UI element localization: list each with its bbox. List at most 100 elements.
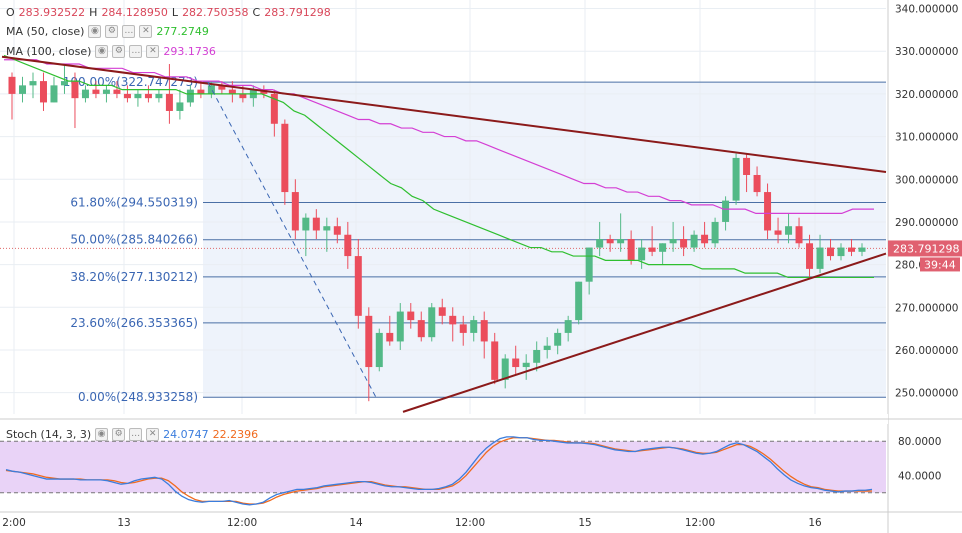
candle-body bbox=[837, 247, 845, 257]
candle-body bbox=[291, 192, 299, 231]
candle-body bbox=[428, 307, 436, 338]
more-icon[interactable]: … bbox=[122, 25, 136, 38]
ma50-value: 277.2749 bbox=[156, 25, 209, 38]
candle-body bbox=[491, 341, 499, 380]
candle-body bbox=[134, 93, 142, 99]
settings-icon[interactable]: ⚙ bbox=[112, 45, 126, 58]
price-axis-tick: 250.000000 bbox=[895, 388, 958, 400]
candle-body bbox=[60, 81, 68, 86]
fib-anchor-line bbox=[207, 82, 377, 398]
ma100-line bbox=[4, 59, 874, 215]
ma50-line bbox=[3, 54, 874, 279]
candle-body bbox=[39, 81, 47, 103]
candle-body bbox=[386, 332, 394, 342]
price-axis-tick: 270.000000 bbox=[895, 302, 958, 314]
more-icon[interactable]: … bbox=[129, 45, 143, 58]
ohlc-open-label: O bbox=[6, 6, 15, 19]
candle-body bbox=[438, 307, 446, 316]
time-axis-tick: 12:00 bbox=[455, 517, 485, 529]
candle-body bbox=[722, 200, 730, 222]
price-axis-tick: 310.000000 bbox=[895, 132, 958, 144]
candle-body bbox=[365, 315, 373, 368]
close-icon[interactable]: ✕ bbox=[146, 45, 160, 58]
price-axis-tick: 340.000000 bbox=[895, 4, 958, 16]
candle-body bbox=[554, 332, 562, 346]
candle-body bbox=[354, 256, 362, 316]
candle-body bbox=[669, 239, 677, 244]
time-axis-tick: 14 bbox=[349, 517, 363, 529]
close-icon[interactable]: ✕ bbox=[139, 25, 153, 38]
candle-body bbox=[165, 93, 173, 111]
fib-level-label: 50.00%(285.840266) bbox=[70, 233, 198, 247]
settings-icon[interactable]: ⚙ bbox=[105, 25, 119, 38]
candle-body bbox=[606, 239, 614, 244]
descending-trendline bbox=[1, 55, 887, 173]
stoch-band bbox=[0, 441, 886, 493]
ohlc-low-value: 282.750358 bbox=[182, 6, 249, 19]
stoch-d-value: 22.2396 bbox=[212, 428, 259, 441]
candle-body bbox=[795, 226, 803, 244]
candle-body bbox=[197, 89, 205, 94]
candle-body bbox=[701, 234, 709, 244]
price-axis-tick: 320.000000 bbox=[895, 89, 958, 101]
candle-body bbox=[102, 89, 110, 94]
fib-level-label: 23.60%(266.353365) bbox=[70, 316, 198, 330]
ohlc-low-label: L bbox=[171, 6, 179, 19]
candle-body bbox=[470, 320, 478, 333]
candle-body bbox=[543, 345, 551, 350]
candle-body bbox=[176, 102, 184, 111]
candle-body bbox=[575, 281, 583, 321]
candle-body bbox=[774, 230, 782, 235]
fib-level-label: 61.80%(294.550319) bbox=[70, 196, 198, 210]
candle-body bbox=[785, 226, 793, 235]
candle-body bbox=[690, 234, 698, 248]
ohlc-high-label: H bbox=[89, 6, 98, 19]
more-icon[interactable]: … bbox=[129, 428, 143, 441]
candle-body bbox=[123, 93, 131, 99]
candle-body bbox=[585, 247, 593, 282]
time-axis-tick: 15 bbox=[578, 517, 591, 529]
candle-body bbox=[743, 157, 751, 175]
candle-body bbox=[816, 247, 824, 269]
price-tag-bg bbox=[888, 240, 962, 257]
close-icon[interactable]: ✕ bbox=[146, 428, 160, 441]
ohlc-open-value: 283.932522 bbox=[18, 6, 86, 19]
candle-body bbox=[417, 320, 425, 338]
candle-body bbox=[218, 85, 226, 90]
candle-body bbox=[501, 358, 509, 380]
fib-level-label: 0.00%(248.933258) bbox=[78, 390, 198, 404]
stoch-axis-tick: 80.0000 bbox=[898, 436, 941, 448]
candle-body bbox=[302, 217, 310, 231]
candle-body bbox=[8, 76, 16, 94]
candle-body bbox=[270, 93, 278, 124]
candle-body bbox=[711, 221, 719, 244]
candle-body bbox=[533, 349, 541, 363]
candle-body bbox=[312, 217, 320, 231]
candle-body bbox=[732, 157, 740, 201]
candle-body bbox=[480, 320, 488, 342]
time-axis-tick: 16 bbox=[808, 517, 822, 529]
candle-body bbox=[753, 174, 761, 193]
candle-body bbox=[239, 93, 247, 99]
eye-icon[interactable]: ◉ bbox=[95, 45, 109, 58]
candle-body bbox=[858, 247, 866, 252]
price-axis-tick: 300.000000 bbox=[895, 174, 958, 186]
candle-body bbox=[459, 324, 467, 333]
ohlc-close-label: C bbox=[252, 6, 261, 19]
price-axis-tick: 290.000000 bbox=[895, 217, 958, 229]
stoch-k-value: 24.0747 bbox=[163, 428, 209, 441]
candle-body bbox=[71, 81, 79, 99]
candle-body bbox=[81, 89, 89, 99]
eye-icon[interactable]: ◉ bbox=[88, 25, 102, 38]
eye-icon[interactable]: ◉ bbox=[95, 428, 109, 441]
settings-icon[interactable]: ⚙ bbox=[112, 428, 126, 441]
stoch-legend: Stoch (14, 3, 3) ◉ ⚙ … ✕ 24.0747 22.2396 bbox=[6, 428, 258, 441]
candle-body bbox=[449, 315, 457, 325]
stoch-d-line bbox=[5, 437, 872, 505]
candle-body bbox=[617, 239, 625, 244]
candle-body bbox=[333, 226, 341, 235]
candle-body bbox=[144, 93, 152, 99]
time-axis-tick: 13 bbox=[117, 517, 130, 529]
candle-body bbox=[522, 362, 530, 368]
